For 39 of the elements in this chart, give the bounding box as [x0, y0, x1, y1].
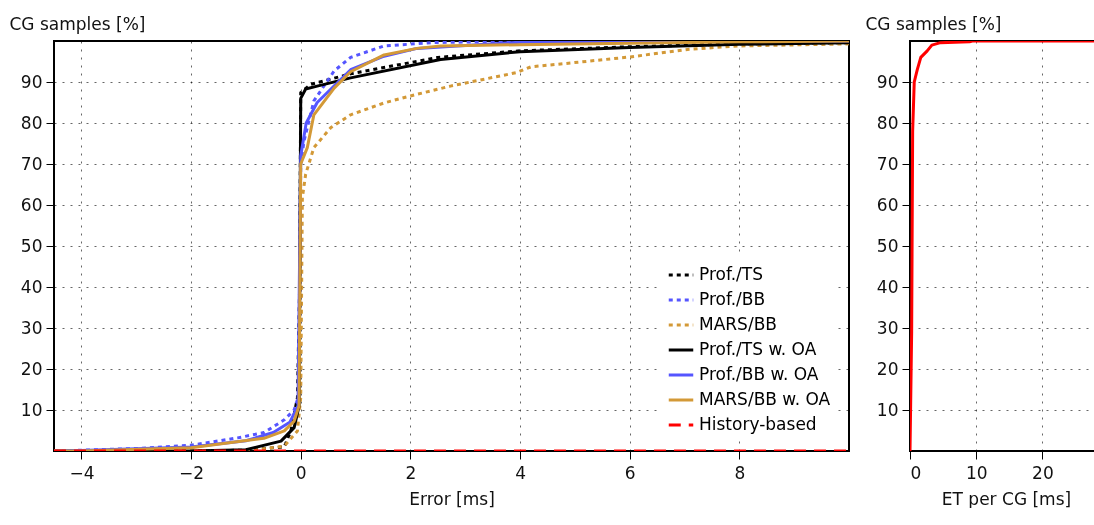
- legend-label: Prof./TS w. OA: [699, 339, 817, 359]
- legend-label: MARS/BB w. OA: [699, 389, 831, 409]
- x-tick-label: −4: [69, 462, 95, 483]
- legend-label: MARS/BB: [699, 314, 777, 334]
- y-tick-label: 40: [20, 276, 43, 297]
- y-tick-label: 30: [20, 317, 43, 338]
- x-tick-label: 6: [624, 462, 636, 483]
- legend-label: History-based: [699, 414, 817, 434]
- x-tick-label: 10: [965, 462, 988, 483]
- y-tick-label: 10: [20, 399, 43, 420]
- y-tick-label: 80: [20, 112, 43, 133]
- x-tick-label: 0: [295, 462, 307, 483]
- y-tick-label: 70: [20, 153, 43, 174]
- legend-label: Prof./TS: [699, 264, 764, 284]
- y-tick-label: 70: [876, 153, 899, 174]
- y-tick-label: 40: [876, 276, 899, 297]
- y-tick-label: 30: [876, 317, 899, 338]
- y-axis-title: CG samples [%]: [9, 13, 146, 34]
- legend-label: Prof./BB w. OA: [699, 364, 819, 384]
- x-axis-title: Error [ms]: [409, 488, 495, 509]
- x-tick-label: 8: [734, 462, 746, 483]
- x-tick-label: 0: [910, 462, 922, 483]
- y-tick-label: 60: [876, 194, 899, 215]
- x-tick-label: 4: [515, 462, 526, 483]
- x-tick-label: −2: [179, 462, 205, 483]
- y-tick-label: 90: [20, 71, 43, 92]
- legend-label: Prof./BB: [699, 289, 766, 309]
- x-axis-title: ET per CG [ms]: [941, 488, 1072, 509]
- y-axis-title: CG samples [%]: [865, 13, 1002, 34]
- y-tick-label: 90: [876, 71, 899, 92]
- y-tick-label: 60: [20, 194, 43, 215]
- x-tick-label: 2: [405, 462, 417, 483]
- y-tick-label: 20: [876, 358, 899, 379]
- y-tick-label: 10: [876, 399, 899, 420]
- y-tick-label: 50: [20, 235, 43, 256]
- y-tick-label: 20: [20, 358, 43, 379]
- y-tick-label: 50: [876, 235, 899, 256]
- y-tick-label: 80: [876, 112, 899, 133]
- x-tick-label: 20: [1032, 462, 1054, 483]
